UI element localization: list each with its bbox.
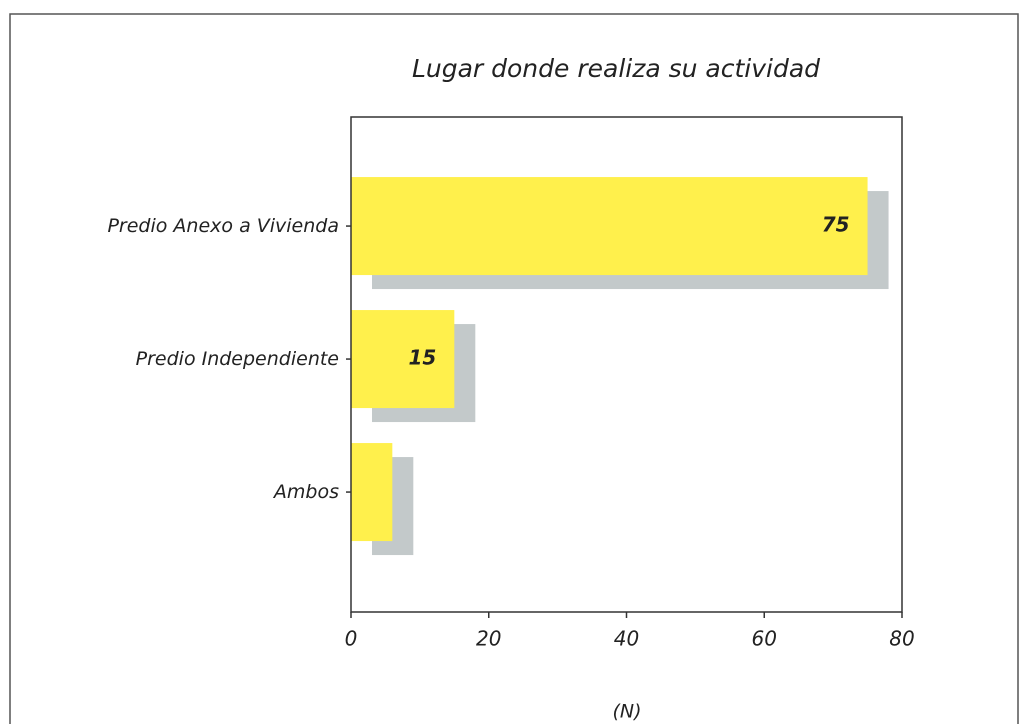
y-tick-label: Predio Anexo a Vivienda <box>107 215 339 238</box>
x-tick-label: 80 <box>889 627 914 651</box>
frame <box>9 13 1019 724</box>
y-tick-label: Ambos <box>273 481 339 504</box>
bar <box>351 443 393 542</box>
data-label: 75 <box>822 213 850 237</box>
x-tick-label: 40 <box>614 627 639 651</box>
x-tick-label: 20 <box>476 627 501 651</box>
bar <box>351 310 455 409</box>
y-tick-label: Predio Independiente <box>135 348 339 371</box>
x-axis-label: (N) <box>612 701 641 723</box>
bar <box>351 177 868 276</box>
x-tick-label: 0 <box>345 627 358 651</box>
chart-title: Lugar donde realiza su actividad <box>412 54 820 83</box>
data-label: 15 <box>408 346 436 370</box>
x-tick-label: 60 <box>752 627 777 651</box>
